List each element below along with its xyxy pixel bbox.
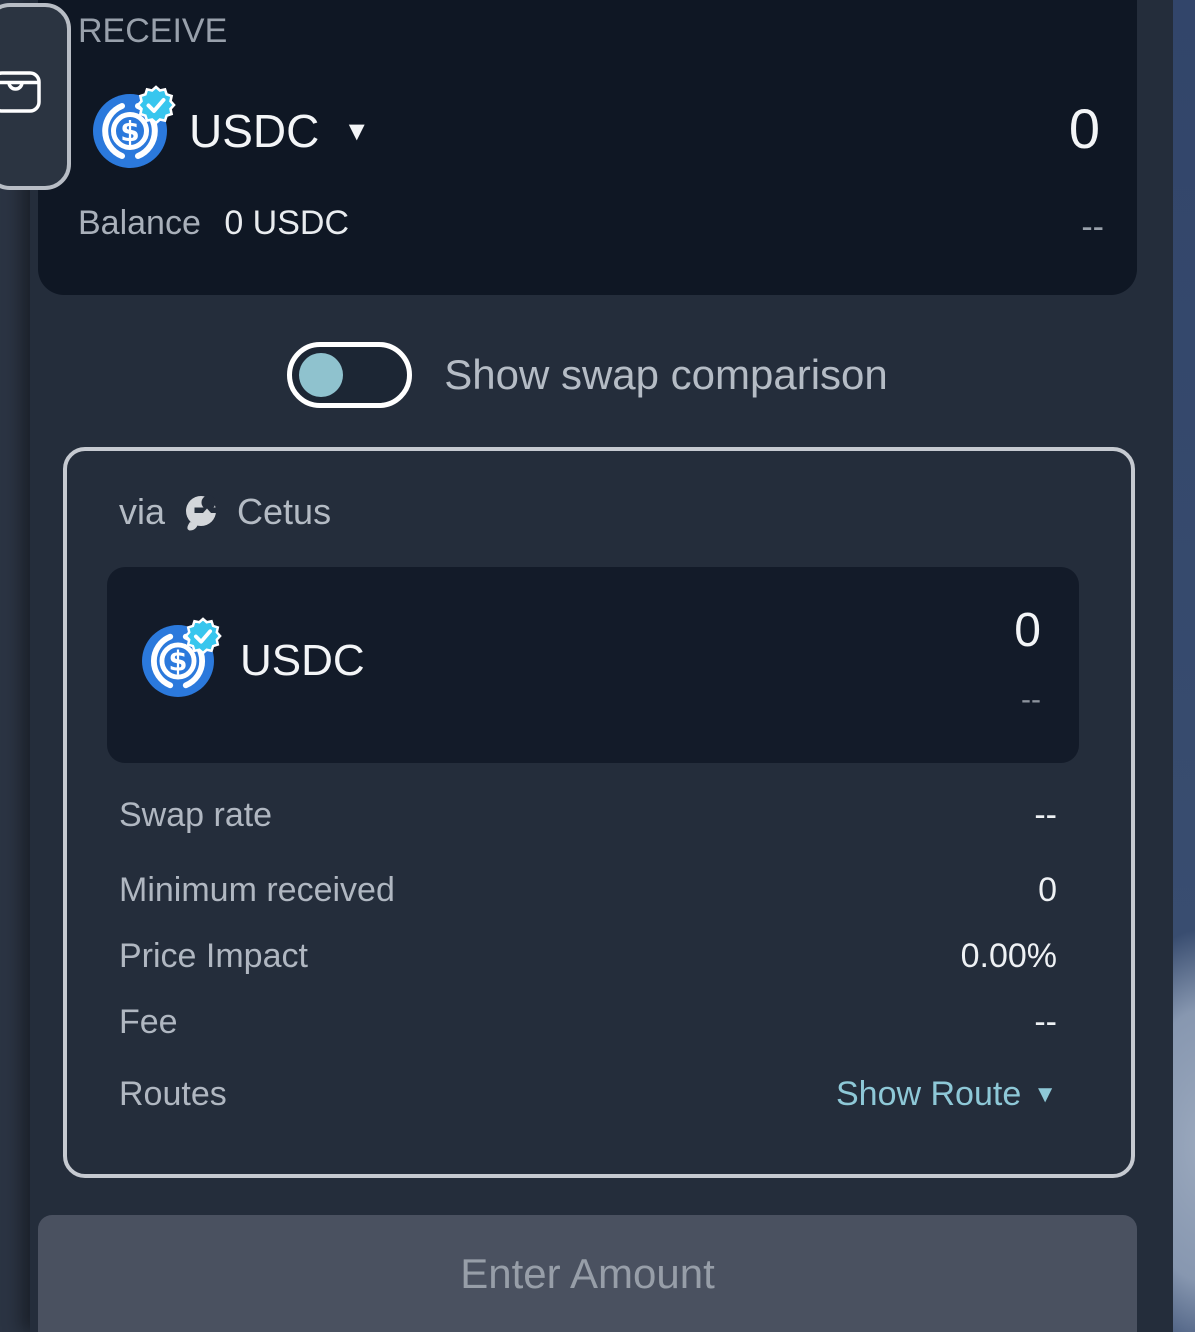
swap-comparison-card: via Cetus $ [63,447,1135,1178]
verified-badge-icon [136,85,176,125]
comparison-usd-value: -- [1021,683,1041,716]
comparison-token: $ USDC [142,617,365,697]
usdc-coin-icon: $ [142,617,222,697]
fee-label: Fee [119,1003,178,1041]
comparison-amount: 0 [1014,604,1041,657]
provider-row: via Cetus [119,491,331,533]
wallet-icon [0,71,41,113]
enter-amount-label: Enter Amount [460,1250,715,1297]
swap-comparison-toggle[interactable] [287,342,413,408]
minimum-received-row: Minimum received 0 [119,871,1057,910]
comparison-quote-card: $ USDC 0 -- [107,567,1079,763]
fee-value: -- [1034,1003,1057,1041]
receive-label: RECEIVE [78,12,228,50]
balance-row: Balance 0 USDC [78,204,349,243]
routes-row: Routes Show Route ▼ [119,1075,1057,1114]
fee-row: Fee -- [119,1003,1057,1042]
receive-usd-value: -- [1081,208,1104,246]
price-impact-row: Price Impact 0.00% [119,937,1057,976]
show-route-button[interactable]: Show Route ▼ [836,1075,1057,1114]
balance-value: 0 USDC [224,204,350,242]
dropdown-caret-icon[interactable]: ▼ [343,115,371,146]
routes-label: Routes [119,1075,227,1113]
swap-rate-value: -- [1034,796,1057,834]
svg-text:$: $ [169,647,188,678]
svg-text:$: $ [120,115,139,148]
cetus-logo-icon [186,495,218,531]
swap-comparison-toggle-row: Show swap comparison [38,340,1137,410]
receive-card: RECEIVE $ USDC ▼ 0 Balance 0 [38,0,1137,295]
receive-token-selector[interactable]: $ USDC ▼ [93,85,371,168]
enter-amount-button[interactable]: Enter Amount [38,1215,1137,1332]
swap-rate-row: Swap rate -- [119,796,1057,835]
page-background-right [1173,0,1195,1332]
chevron-down-icon: ▼ [1033,1080,1057,1108]
show-route-label: Show Route [836,1075,1022,1113]
minimum-received-label: Minimum received [119,871,395,909]
comparison-token-name: USDC [240,636,365,685]
price-impact-label: Price Impact [119,937,308,975]
minimum-received-value: 0 [1038,871,1057,909]
verified-badge-icon [184,617,222,655]
receive-token-name: USDC [189,105,320,157]
wallet-tab-button[interactable] [0,3,71,190]
page-background-left [0,0,30,1332]
toggle-label: Show swap comparison [444,351,888,398]
provider-name: Cetus [237,491,332,532]
toggle-knob [299,353,344,397]
receive-amount: 0 [1068,97,1100,160]
usdc-coin-icon: $ [93,85,176,168]
balance-label: Balance [78,204,201,242]
price-impact-value: 0.00% [960,937,1057,975]
via-label: via [119,491,166,532]
swap-rate-label: Swap rate [119,796,273,834]
